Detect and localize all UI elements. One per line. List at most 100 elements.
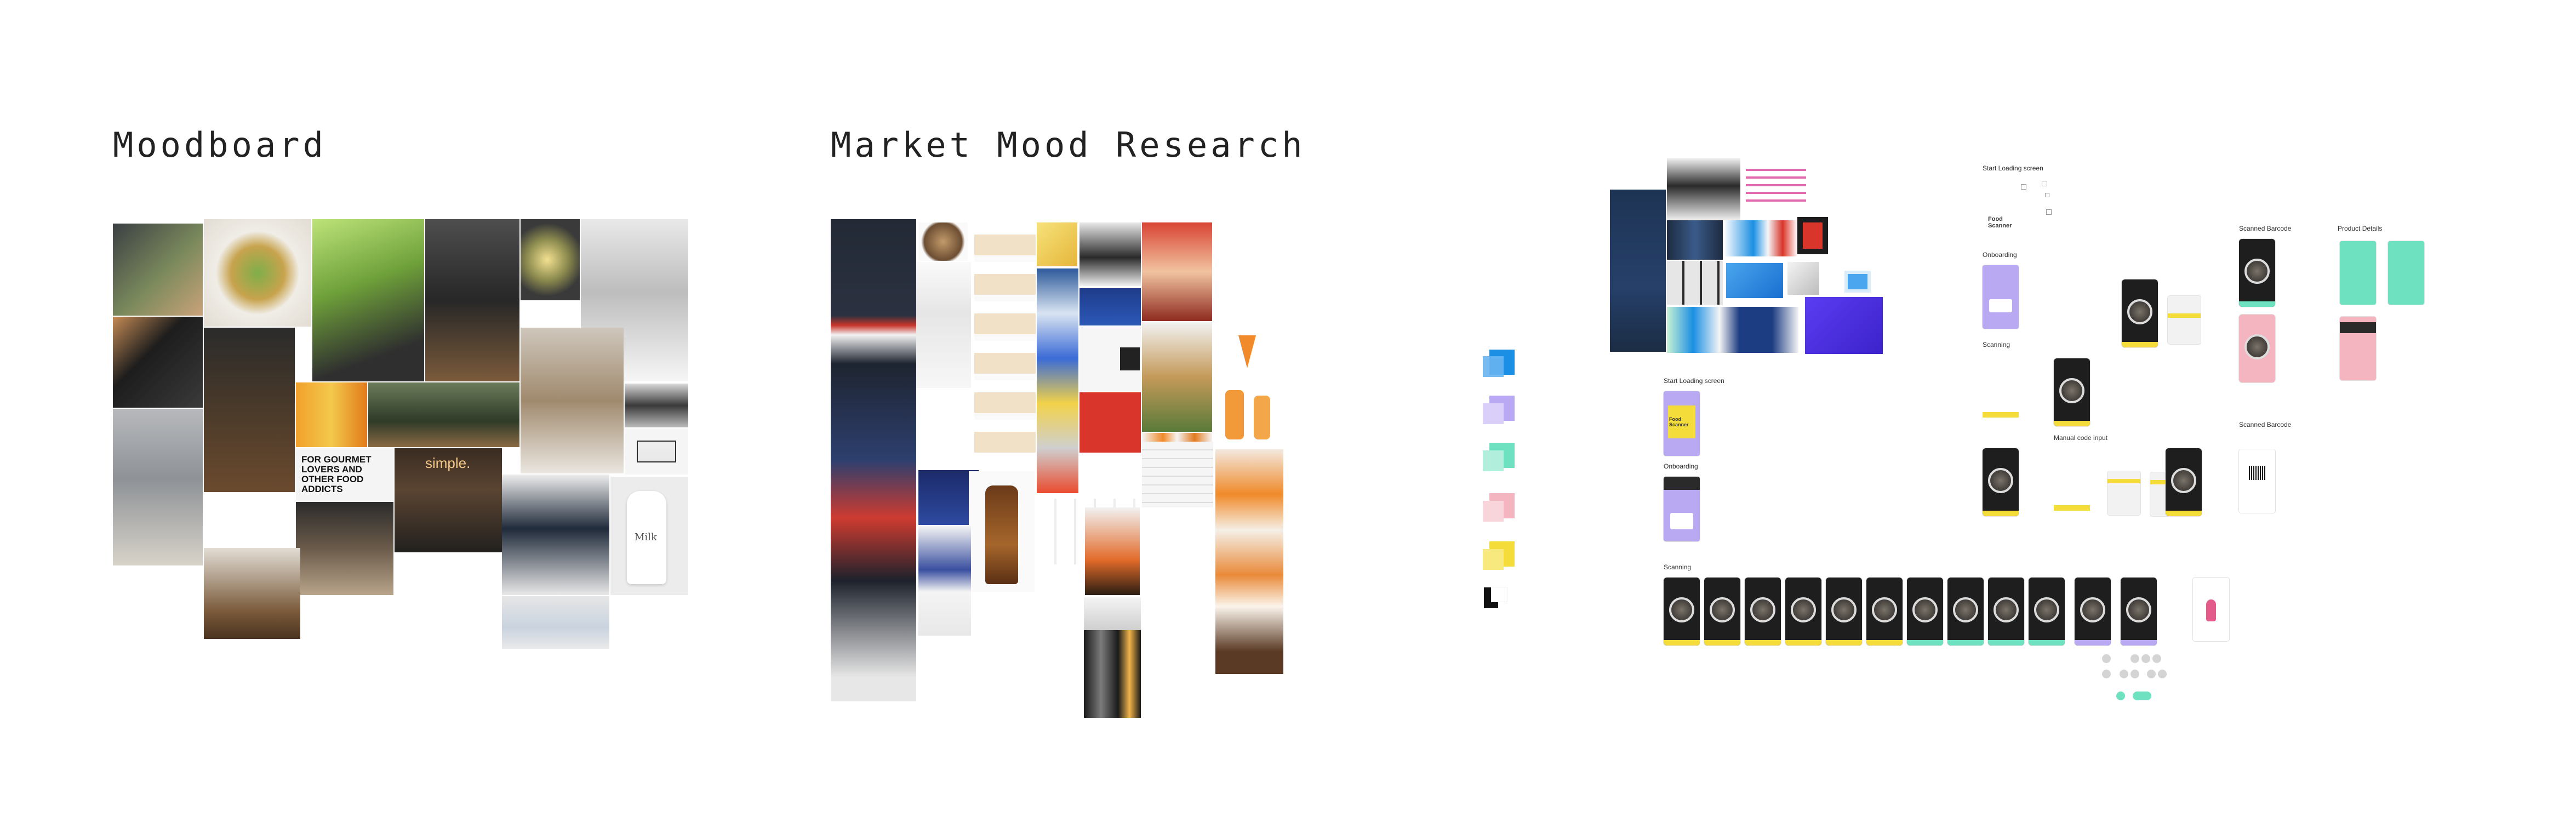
scan-frame-12[interactable] (2121, 578, 2157, 645)
product-details-pink[interactable] (2340, 317, 2376, 380)
orange-bottles-column[interactable] (1215, 449, 1283, 674)
dot-5 (2102, 670, 2111, 678)
bottle-white-photo[interactable] (1079, 327, 1141, 391)
scanned-barcode-green[interactable] (2239, 239, 2275, 307)
blue-box-photo[interactable] (1079, 288, 1141, 325)
deli-counter-photo[interactable] (204, 548, 300, 639)
dot-4 (2152, 654, 2161, 663)
business-cards-photo[interactable] (918, 526, 971, 636)
scanning-bar-green (1988, 640, 2024, 645)
camera-lens (1669, 597, 1694, 622)
scanning-phone-top[interactable] (2054, 358, 2090, 426)
scan-frame-10[interactable] (2029, 578, 2065, 645)
scanned-barcode-screen[interactable] (2239, 449, 2275, 513)
scan-frame-2[interactable] (1704, 578, 1740, 645)
bottles-trio-photo[interactable] (1084, 630, 1141, 718)
scanning-bar-lilac (2121, 640, 2157, 645)
scanning-phone-right[interactable] (2166, 448, 2202, 516)
scan-frame-3[interactable] (1745, 578, 1781, 645)
gourmet-sign-text: FOR GOURMET LOVERS AND OTHER FOOD ADDICT… (301, 454, 372, 494)
scan-frame-11[interactable] (2075, 578, 2111, 645)
branding-column-1[interactable] (831, 219, 916, 701)
packaging-cards-1[interactable] (974, 222, 1036, 453)
scan-result-screen[interactable] (2193, 578, 2229, 641)
onboarding-screen-left[interactable] (1664, 477, 1700, 541)
ui-dark-black-screen[interactable] (1797, 217, 1828, 254)
bicycle-photo[interactable] (1084, 597, 1141, 630)
coffee-cups-photo[interactable] (502, 475, 609, 595)
milk-bottle-photo[interactable]: Milk (610, 477, 688, 595)
ui-blue-small-square[interactable] (1844, 271, 1871, 293)
ui-blue-tiles[interactable] (1726, 263, 1783, 298)
milk-label-text: Milk (635, 532, 657, 543)
scanning-bar (1704, 640, 1740, 645)
ui-cards-pink[interactable] (1746, 163, 1806, 207)
red-poster-photo[interactable] (1079, 392, 1141, 453)
salad-bowl-photo[interactable] (113, 224, 203, 316)
onboarding-screen-center[interactable] (1983, 265, 2019, 329)
market-interior-photo[interactable] (368, 382, 519, 447)
ui-dark-screens[interactable] (1667, 220, 1723, 260)
scan-frame-6[interactable] (1866, 578, 1903, 645)
scan-frame-4[interactable] (1785, 578, 1821, 645)
scan-frame-8[interactable] (1947, 578, 1984, 645)
yoga-woman-photo[interactable] (113, 409, 203, 565)
start-screen-text: Food Scanner (1669, 416, 1689, 427)
label-scanned-barcode-top: Scanned Barcode (2239, 225, 2292, 232)
onboarding-center-card (1989, 299, 2012, 312)
bulk-jars-photo[interactable] (625, 384, 688, 427)
sandwich-photo[interactable] (312, 219, 424, 381)
keyboard-screen-2[interactable] (2107, 471, 2140, 515)
scan-frame-7[interactable] (1907, 578, 1943, 645)
dot-6 (2120, 670, 2128, 678)
scanning-phone-mid[interactable] (2122, 279, 2158, 347)
store-entrance-photo[interactable] (521, 328, 624, 473)
manual-input-yellow-strip (2054, 505, 2090, 511)
pink-detail-card (2340, 322, 2376, 333)
noodle-bowl-photo[interactable] (521, 219, 580, 300)
packaging-column-2[interactable] (1037, 268, 1078, 493)
label-sheets-photo[interactable] (1142, 442, 1213, 507)
jars-red-photo[interactable] (1142, 222, 1212, 321)
scanning-phone-center-1[interactable] (1983, 448, 2019, 516)
swatch-white[interactable] (1492, 587, 1507, 602)
product-details-mint-2[interactable] (2388, 241, 2424, 305)
scan-frame-5[interactable] (1826, 578, 1862, 645)
navy-package-photo[interactable] (918, 470, 979, 525)
simple-storefront-photo[interactable]: simple. (395, 448, 502, 552)
bottle-label-1[interactable] (918, 222, 968, 261)
dark-phone-mockup[interactable] (1610, 190, 1666, 352)
start-screen-yellow-panel (1668, 405, 1695, 438)
store-interior-photo[interactable] (425, 219, 519, 381)
phone-hand-mockup[interactable] (1667, 158, 1740, 220)
hand-bottle-photo[interactable] (1085, 507, 1140, 595)
amber-bottle-photo[interactable] (969, 471, 1035, 592)
ui-green-phones[interactable] (1667, 307, 1798, 353)
pantry-shelf-photo[interactable] (296, 502, 393, 595)
start-screen-yellow[interactable]: Food Scanner (1664, 391, 1700, 456)
yellow-tray-photo[interactable] (1037, 222, 1077, 266)
camera-lens (1912, 597, 1938, 622)
jars-photo-2[interactable] (1142, 322, 1212, 432)
juice-bottles-photo[interactable] (296, 382, 367, 447)
carrot-logo-photo[interactable] (1213, 324, 1284, 450)
salad-plate-photo[interactable] (204, 219, 311, 327)
keyboard-screen-1[interactable] (2168, 296, 2201, 344)
packaging-box-photo[interactable] (625, 428, 688, 475)
ui-light-tiles[interactable] (1787, 262, 1819, 295)
ui-purple-screen[interactable] (1805, 297, 1883, 354)
scanning-yellow-strip-1 (1983, 412, 2019, 418)
bottle-label-2[interactable] (916, 262, 971, 388)
ui-blue-screens[interactable] (1724, 220, 1797, 256)
scan-frame-1[interactable] (1664, 578, 1700, 645)
gourmet-sign-photo[interactable]: FOR GOURMET LOVERS AND OTHER FOOD ADDICT… (296, 448, 393, 501)
scanned-barcode-pink[interactable] (2239, 315, 2275, 382)
juice-bottle-right (1254, 396, 1270, 439)
ui-grey-screens[interactable] (1667, 261, 1723, 305)
paper-cups-photo[interactable] (502, 596, 609, 649)
menu-board-photo[interactable] (204, 328, 295, 492)
phone-hand-photo[interactable] (113, 317, 203, 408)
product-details-mint-1[interactable] (2340, 241, 2376, 305)
scan-frame-9[interactable] (1988, 578, 2024, 645)
sneakers-photo[interactable] (1079, 222, 1141, 286)
